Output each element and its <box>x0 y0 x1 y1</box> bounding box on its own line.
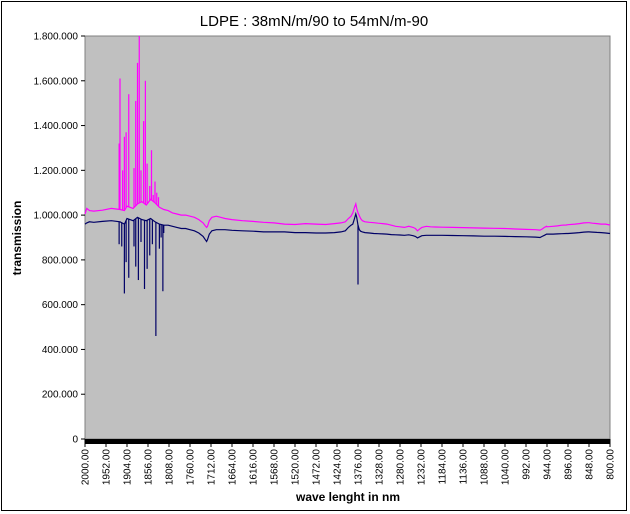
series-line-magenta <box>84 198 611 232</box>
x-tick-label: 848.00 <box>585 449 596 480</box>
x-axis-line <box>85 439 610 444</box>
y-tick-label: 0 <box>72 435 78 446</box>
y-tick-label: 1.400.000 <box>34 121 79 132</box>
x-tick-label: 1328.00 <box>375 449 386 486</box>
y-axis-ticks: 0 200.000 400.000 600.000 800.000 1.000.000 1.… <box>34 32 85 446</box>
x-tick-label: 1040.00 <box>501 449 512 486</box>
x-tick-label: 1568.00 <box>270 449 281 486</box>
x-tick-label: 1280.00 <box>396 449 407 486</box>
y-axis-label: transmission <box>10 201 24 276</box>
y-tick-label: 1.200.000 <box>34 166 79 177</box>
x-tick-label: 1472.00 <box>312 449 323 486</box>
x-tick-label: 1520.00 <box>291 449 302 486</box>
x-axis-ticks: 2000.00 1952.00 1904.00 1856.00 1808.00 1760.… <box>81 439 617 485</box>
x-tick-label: 1856.00 <box>144 449 155 486</box>
y-tick-label: 200.000 <box>42 390 79 401</box>
chart-title: LDPE : 38mN/m/90 to 54mN/m-90 <box>200 13 428 30</box>
x-tick-label: 1712.00 <box>207 449 218 486</box>
y-tick-label: 1.600.000 <box>34 76 79 87</box>
y-tick-label: 1.000.000 <box>34 211 79 222</box>
x-tick-label: 944.00 <box>543 449 554 480</box>
plot-area <box>84 35 611 440</box>
x-axis-label: wave lenght in nm <box>295 490 400 504</box>
x-tick-label: 2000.00 <box>81 449 92 486</box>
x-tick-label: 1424.00 <box>333 449 344 486</box>
x-tick-label: 1952.00 <box>102 449 113 486</box>
x-tick-label: 1232.00 <box>417 449 428 486</box>
x-tick-label: 1376.00 <box>354 449 365 486</box>
series-line-navy <box>84 211 611 243</box>
y-tick-label: 800.000 <box>42 255 79 266</box>
x-tick-label: 1088.00 <box>480 449 491 486</box>
x-tick-label: 1664.00 <box>228 449 239 486</box>
x-tick-label: 992.00 <box>522 449 533 480</box>
y-tick-label: 1.800.000 <box>34 32 79 43</box>
y-tick-label: 400.000 <box>42 345 79 356</box>
x-tick-label: 1136.00 <box>459 449 470 485</box>
x-tick-label: 1616.00 <box>249 449 260 486</box>
x-tick-label: 800.00 <box>606 449 617 480</box>
series-layer <box>84 36 611 337</box>
x-tick-label: 1184.00 <box>438 449 449 485</box>
x-tick-label: 1760.00 <box>186 449 197 486</box>
y-tick-label: 600.000 <box>42 300 79 311</box>
x-tick-label: 1904.00 <box>123 449 134 486</box>
x-tick-label: 896.00 <box>564 449 575 480</box>
x-tick-label: 1808.00 <box>165 449 176 486</box>
